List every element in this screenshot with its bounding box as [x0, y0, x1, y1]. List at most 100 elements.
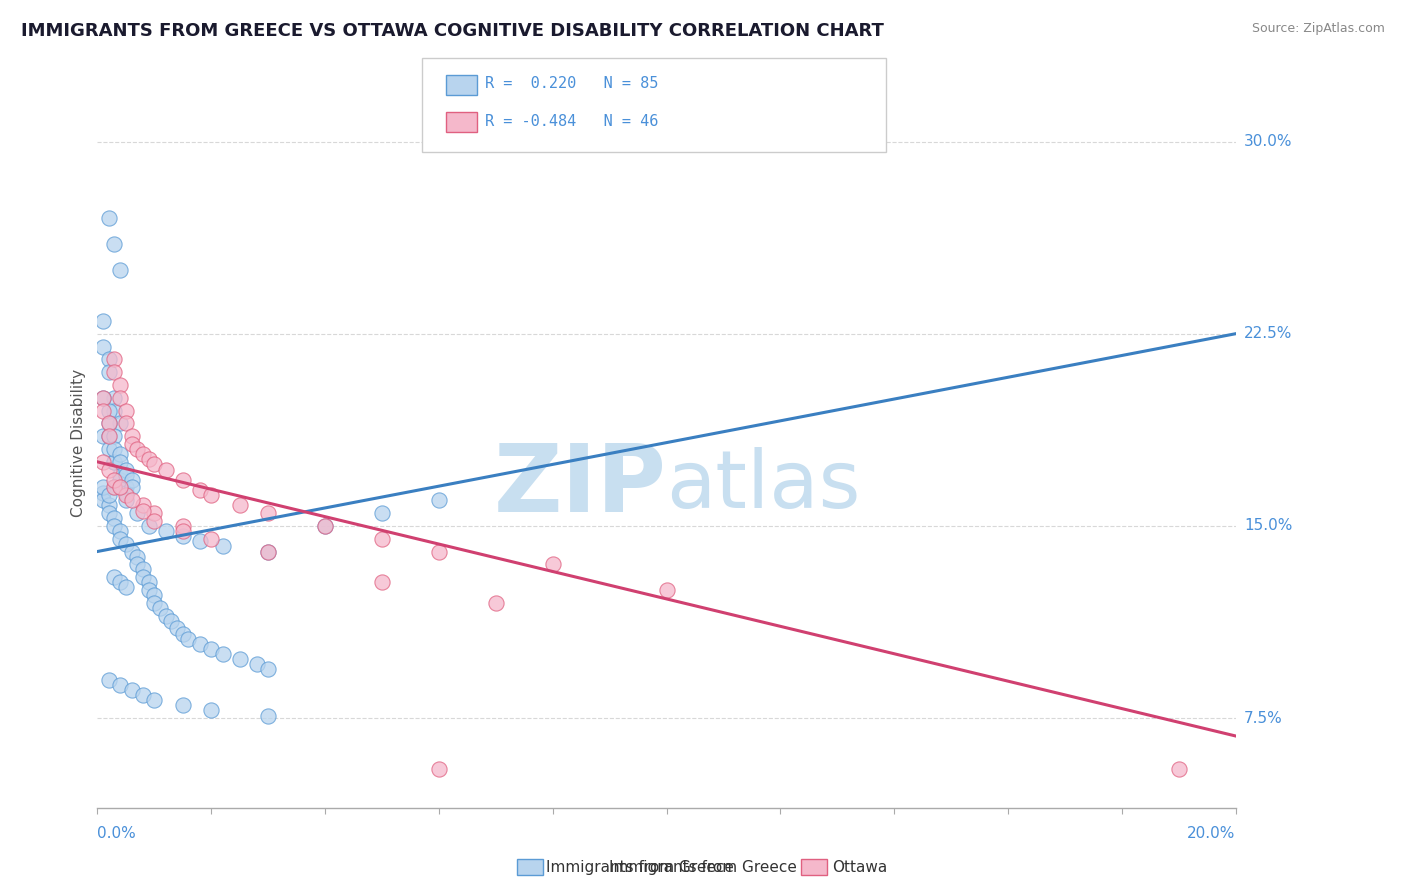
Point — [172, 519, 194, 533]
Point — [108, 378, 131, 392]
Text: 30.0%: 30.0% — [1244, 134, 1292, 149]
Point — [114, 417, 136, 431]
Point — [91, 314, 114, 328]
Point — [257, 662, 280, 676]
Point — [103, 511, 125, 525]
Point — [97, 488, 120, 502]
Point — [132, 503, 155, 517]
Point — [371, 506, 394, 520]
Point — [108, 467, 131, 482]
Point — [97, 429, 120, 443]
Point — [114, 462, 136, 476]
Point — [91, 455, 114, 469]
Point — [103, 480, 125, 494]
Point — [91, 391, 114, 405]
Point — [228, 652, 250, 666]
Text: Source: ZipAtlas.com: Source: ZipAtlas.com — [1251, 22, 1385, 36]
Point — [138, 582, 160, 597]
Point — [97, 673, 120, 687]
Point — [91, 403, 114, 417]
Point — [257, 544, 280, 558]
Point — [143, 514, 166, 528]
Point — [121, 429, 143, 443]
Point — [97, 403, 120, 417]
Point — [114, 485, 136, 500]
Point — [127, 558, 149, 572]
Text: 7.5%: 7.5% — [1244, 711, 1282, 725]
Point — [188, 637, 211, 651]
Point — [97, 365, 120, 379]
Point — [91, 485, 114, 500]
Point — [97, 506, 120, 520]
Point — [246, 657, 269, 672]
Point — [314, 519, 336, 533]
Point — [166, 621, 188, 635]
Point — [200, 532, 222, 546]
Point — [114, 480, 136, 494]
Point — [132, 562, 155, 576]
Point — [114, 493, 136, 508]
Point — [149, 600, 172, 615]
Point — [127, 442, 149, 456]
Point — [114, 467, 136, 482]
Point — [371, 532, 394, 546]
Point — [132, 688, 155, 702]
Text: Ottawa: Ottawa — [832, 860, 887, 874]
Point — [108, 480, 131, 494]
Point — [114, 537, 136, 551]
Point — [172, 524, 194, 538]
Point — [108, 455, 131, 469]
Text: Immigrants from Greece: Immigrants from Greece — [546, 860, 734, 874]
Point — [108, 447, 131, 461]
Point — [103, 442, 125, 456]
Point — [103, 519, 125, 533]
Point — [160, 614, 183, 628]
Point — [103, 455, 125, 469]
Point — [143, 596, 166, 610]
Point — [108, 575, 131, 590]
Point — [108, 262, 131, 277]
Text: 20.0%: 20.0% — [1188, 826, 1236, 841]
Point — [97, 462, 120, 476]
Point — [138, 452, 160, 467]
Point — [114, 488, 136, 502]
Point — [655, 582, 678, 597]
Point — [132, 570, 155, 584]
Point — [132, 447, 155, 461]
Point — [127, 506, 149, 520]
Point — [257, 708, 280, 723]
Point — [177, 632, 200, 646]
Point — [103, 365, 125, 379]
Y-axis label: Cognitive Disability: Cognitive Disability — [72, 368, 86, 516]
Point — [188, 483, 211, 497]
Point — [427, 493, 450, 508]
Point — [143, 458, 166, 472]
Point — [200, 703, 222, 717]
Point — [172, 529, 194, 543]
Point — [103, 455, 125, 469]
Point — [172, 698, 194, 713]
Point — [121, 473, 143, 487]
Point — [91, 493, 114, 508]
Point — [132, 499, 155, 513]
Point — [371, 575, 394, 590]
Point — [121, 437, 143, 451]
Point — [103, 570, 125, 584]
Point — [97, 442, 120, 456]
Point — [97, 417, 120, 431]
Point — [108, 532, 131, 546]
Point — [257, 506, 280, 520]
Text: Immigrants from Greece: Immigrants from Greece — [609, 860, 797, 874]
Point — [143, 693, 166, 707]
Point — [200, 641, 222, 656]
Point — [314, 519, 336, 533]
Point — [138, 575, 160, 590]
Point — [103, 352, 125, 367]
Point — [114, 581, 136, 595]
Text: 15.0%: 15.0% — [1244, 518, 1292, 533]
Point — [103, 473, 125, 487]
Point — [211, 540, 233, 554]
Point — [427, 544, 450, 558]
Text: R = -0.484   N = 46: R = -0.484 N = 46 — [485, 114, 658, 128]
Point — [427, 762, 450, 776]
